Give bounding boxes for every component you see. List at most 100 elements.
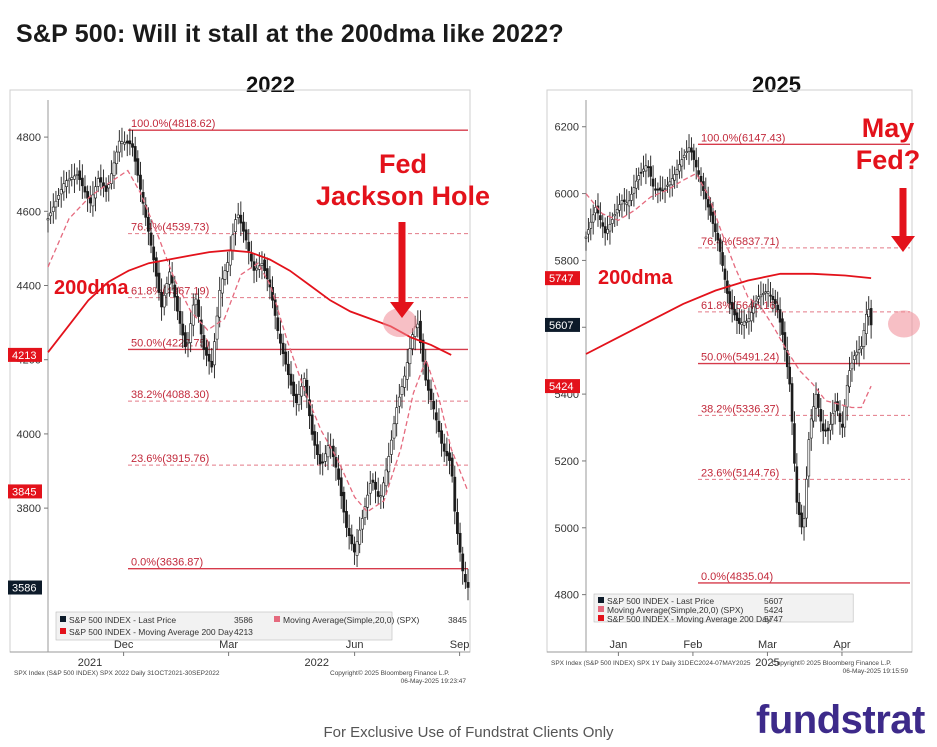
- right-candle-body: [766, 291, 770, 294]
- left-candle-body: [242, 221, 245, 232]
- fundstrat-logo: fundstrat: [756, 698, 925, 742]
- right-candle-body: [754, 300, 758, 305]
- right-candle-body: [682, 154, 686, 158]
- right-candle-body: [637, 175, 641, 181]
- right-candle-body: [594, 207, 597, 214]
- right-footer-source: SPX Index (S&P 500 INDEX) SPX 1Y Daily 3…: [551, 660, 751, 667]
- right-legend-swatch: [598, 615, 604, 621]
- left-candle-body: [67, 178, 71, 182]
- left-candle-body: [263, 259, 267, 271]
- right-candle-body: [857, 349, 861, 354]
- right-candle-body: [853, 355, 856, 360]
- left-candle-body: [358, 529, 362, 545]
- left-candle-body: [302, 378, 306, 387]
- left-candle-body: [70, 177, 74, 180]
- right-footer-copyright: Copyright© 2025 Bloomberg Finance L.P.: [772, 659, 892, 667]
- left-candle-body: [186, 342, 190, 344]
- right-candle-body: [687, 147, 691, 152]
- left-candle-body: [115, 151, 119, 164]
- left-candle-body: [65, 180, 68, 187]
- right-candle-body: [608, 224, 612, 232]
- right-fib-label: 61.8%(5646.16): [701, 300, 779, 312]
- right-candle-body: [776, 304, 779, 311]
- right-candle-body: [809, 418, 813, 439]
- right-candle-body: [742, 321, 746, 326]
- left-axis-badge: 3586: [8, 580, 42, 595]
- left-candle-body: [339, 477, 343, 497]
- left-y-tick-label: 3800: [17, 503, 41, 515]
- left-candle-body: [157, 272, 161, 293]
- left-candle-body: [120, 141, 124, 145]
- left-candle-body: [421, 339, 425, 362]
- left-candle-body: [249, 253, 253, 262]
- left-axis-badge-label: 4213: [12, 350, 36, 362]
- left-candle-body: [405, 362, 409, 380]
- left-candle-body: [197, 299, 200, 317]
- left-candle-body: [379, 495, 383, 498]
- left-candle-body: [59, 189, 63, 195]
- left-candle-body: [199, 319, 203, 335]
- right-candle-body: [620, 200, 624, 205]
- right-candle-body: [601, 222, 605, 227]
- left-legend-text: Moving Average(Simple,20,0) (SPX): [283, 615, 420, 625]
- left-footer-timestamp: 06-May-2025 19:23:47: [401, 678, 467, 685]
- right-candle-body: [706, 199, 710, 208]
- right-callout-line2: Fed?: [855, 145, 921, 176]
- right-candle-body: [615, 209, 619, 214]
- left-candle-body: [360, 518, 364, 530]
- right-candle-body: [613, 214, 617, 217]
- right-candle-body: [824, 429, 827, 432]
- right-candle-body: [750, 312, 753, 322]
- right-candle-body: [721, 252, 724, 266]
- left-candle-body: [271, 286, 274, 301]
- right-candle-body: [805, 478, 808, 519]
- left-candle-body: [437, 420, 441, 433]
- right-candle-body: [850, 362, 854, 370]
- left-callout: Fed Jackson Hole: [300, 148, 506, 213]
- left-legend-value: 4213: [234, 627, 253, 637]
- right-candle-body: [807, 439, 811, 477]
- left-legend-swatch: [60, 616, 66, 622]
- right-candle-body: [635, 180, 638, 189]
- left-candle-body: [389, 439, 393, 455]
- left-candle-body: [429, 388, 433, 401]
- left-candle-body: [178, 310, 182, 324]
- right-candle-body: [673, 174, 676, 181]
- left-candle-body: [286, 363, 290, 376]
- left-candle-body: [313, 431, 317, 446]
- right-candle-body: [723, 268, 727, 280]
- right-y-tick-label: 4800: [555, 590, 579, 602]
- right-candle-body: [762, 293, 765, 295]
- left-candle-body: [123, 142, 127, 145]
- left-candle-body: [96, 178, 100, 187]
- right-candle-body: [800, 512, 803, 528]
- right-candle-body: [728, 291, 732, 304]
- left-candle-body: [136, 158, 140, 176]
- left-candle-body: [244, 229, 248, 241]
- left-axis-badge-bg: [8, 580, 42, 595]
- right-candle-body: [817, 393, 820, 408]
- right-candle-body: [771, 295, 775, 301]
- left-candle-body: [104, 185, 108, 192]
- left-footer-source: SPX Index (S&P 500 INDEX) SPX 2022 Daily…: [14, 670, 220, 677]
- left-candle-body: [382, 482, 385, 497]
- left-candle-body: [321, 461, 325, 464]
- left-candle-body: [183, 332, 187, 348]
- left-candle-body: [316, 444, 319, 456]
- left-candle-body: [80, 177, 84, 187]
- left-candle-body: [252, 261, 256, 271]
- right-axis-badge: 5424: [545, 379, 580, 394]
- left-candle-body: [239, 214, 243, 224]
- right-fib-label: 100.0%(6147.43): [701, 132, 785, 144]
- left-candle-body: [107, 184, 111, 189]
- left-axis-badge-label: 3586: [12, 583, 36, 595]
- right-legend-text: Moving Average(Simple,20,0) (SPX): [607, 605, 744, 615]
- left-candle-body: [276, 317, 280, 331]
- left-candle-body: [432, 400, 436, 410]
- left-candle-body: [419, 320, 422, 344]
- left-candle-body: [374, 481, 377, 490]
- right-candle-body: [649, 166, 652, 177]
- left-candle-body: [368, 483, 372, 494]
- right-candle-body: [781, 318, 784, 335]
- right-candle-body: [752, 306, 756, 314]
